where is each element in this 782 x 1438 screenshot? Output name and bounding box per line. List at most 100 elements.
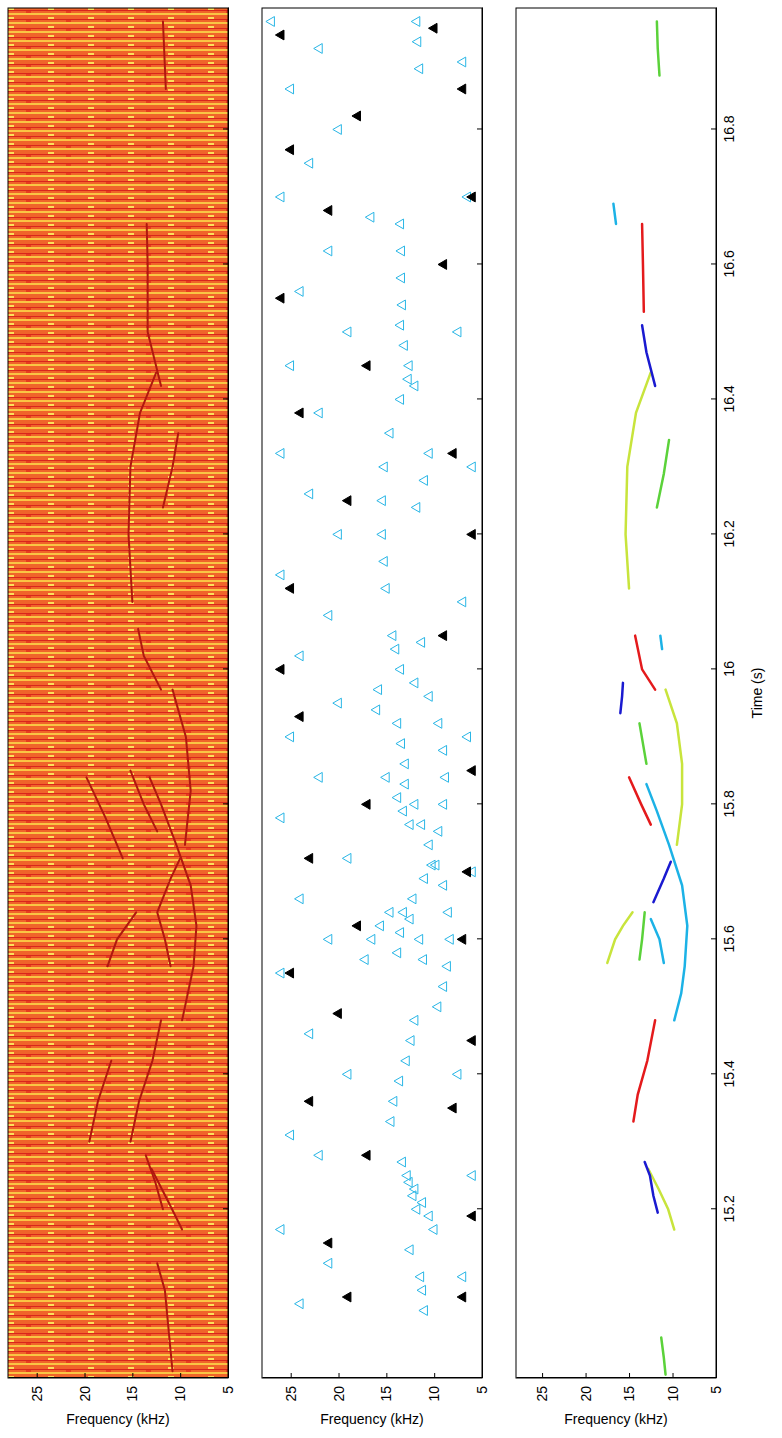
detection-marker bbox=[342, 1292, 351, 1302]
tick bbox=[223, 533, 228, 534]
detection-marker bbox=[295, 287, 304, 297]
detection-marker bbox=[462, 732, 471, 742]
tick-mark bbox=[223, 1073, 228, 1074]
axis-line bbox=[228, 8, 229, 1378]
detection-marker bbox=[362, 361, 371, 371]
detection-marker bbox=[304, 853, 313, 863]
tick: 10 bbox=[665, 1373, 681, 1402]
detection-marker bbox=[398, 806, 407, 816]
tick-mark bbox=[673, 1373, 674, 1378]
tick: 10 bbox=[172, 1373, 188, 1402]
y-axis: 510152025 bbox=[9, 1373, 236, 1402]
tick: 15 bbox=[124, 1373, 140, 1402]
detection-marker bbox=[285, 145, 294, 155]
detection-marker bbox=[452, 1069, 461, 1079]
tick-mark bbox=[477, 938, 482, 939]
tick-mark bbox=[434, 1373, 435, 1378]
detection-marker bbox=[440, 772, 449, 782]
x-tick-label: 16.2 bbox=[721, 520, 737, 547]
spectrogram-trace bbox=[163, 433, 178, 507]
tick-mark bbox=[477, 398, 482, 399]
tick: 16.4 bbox=[711, 385, 737, 412]
detection-marker bbox=[285, 1130, 294, 1140]
tick-mark bbox=[711, 938, 716, 939]
tick: 16.8 bbox=[711, 115, 737, 142]
spectrogram-trace bbox=[150, 777, 197, 1020]
detection-marker bbox=[377, 529, 386, 539]
detection-marker bbox=[442, 961, 451, 971]
tick-mark bbox=[223, 533, 228, 534]
spectrogram-trace bbox=[89, 1061, 111, 1142]
whistle-contour bbox=[633, 1020, 655, 1121]
detection-marker bbox=[427, 860, 436, 870]
tick-mark bbox=[223, 263, 228, 264]
x-tick-label: 15.8 bbox=[721, 790, 737, 817]
tick-mark bbox=[223, 128, 228, 129]
detection-marker bbox=[342, 1069, 351, 1079]
spectrogram-trace bbox=[157, 858, 180, 966]
detection-marker bbox=[385, 1117, 394, 1127]
tick-mark bbox=[386, 1373, 387, 1378]
tick bbox=[223, 263, 228, 264]
detection-marker bbox=[403, 374, 412, 384]
detection-marker bbox=[419, 874, 428, 884]
detection-marker bbox=[428, 1225, 437, 1235]
y-axis: 510152025 bbox=[263, 1373, 490, 1402]
detection-marker bbox=[411, 502, 420, 512]
detection-marker bbox=[467, 1171, 476, 1181]
detection-marker bbox=[438, 982, 447, 992]
detection-marker bbox=[457, 84, 466, 94]
axis-line bbox=[716, 8, 717, 1378]
detection-marker bbox=[333, 1009, 342, 1019]
spectrogram-trace bbox=[130, 771, 157, 832]
detection-marker bbox=[314, 1150, 323, 1160]
detection-marker bbox=[304, 158, 313, 168]
tick: 20 bbox=[331, 1373, 347, 1402]
detection-marker bbox=[467, 1036, 476, 1046]
tick-mark bbox=[223, 668, 228, 669]
tick-mark bbox=[223, 938, 228, 939]
x-tick-label: 16.6 bbox=[721, 250, 737, 277]
detection-series bbox=[266, 17, 475, 1316]
detection-marker bbox=[438, 631, 447, 641]
detection-marker bbox=[285, 968, 294, 978]
detection-marker bbox=[396, 246, 405, 256]
detection-marker bbox=[388, 1096, 397, 1106]
detection-marker bbox=[438, 880, 447, 890]
axis-line bbox=[517, 1377, 717, 1378]
tick bbox=[477, 263, 482, 264]
tick-mark bbox=[711, 398, 716, 399]
tick-mark bbox=[132, 1373, 133, 1378]
detection-marker bbox=[457, 1272, 466, 1282]
x-axis bbox=[477, 8, 483, 1378]
spectrogram-trace bbox=[163, 21, 166, 88]
tick-mark bbox=[477, 1208, 482, 1209]
detection-marker bbox=[432, 1002, 441, 1012]
spectrogram-trace bbox=[157, 1263, 172, 1371]
x-tick-label: 16.8 bbox=[721, 115, 737, 142]
detection-marker bbox=[438, 799, 447, 809]
detection-marker bbox=[342, 327, 351, 337]
detection-marker bbox=[379, 556, 388, 566]
whistle-contour bbox=[607, 912, 632, 963]
detection-marker bbox=[409, 1015, 418, 1025]
detection-marker bbox=[295, 651, 304, 661]
detection-marker bbox=[467, 1211, 476, 1221]
whistle-contour bbox=[657, 21, 660, 75]
tick-mark bbox=[223, 398, 228, 399]
detection-marker bbox=[467, 192, 476, 202]
detection-marker bbox=[275, 448, 284, 458]
spectrogram-trace bbox=[173, 690, 191, 845]
tick-mark bbox=[711, 128, 716, 129]
detection-marker bbox=[433, 718, 442, 728]
detection-marker bbox=[419, 475, 428, 485]
detection-marker bbox=[438, 260, 447, 270]
whistle-contour bbox=[645, 1162, 658, 1213]
detection-marker bbox=[418, 955, 427, 965]
detection-marker bbox=[416, 637, 425, 647]
detection-marker bbox=[395, 395, 404, 405]
detection-marker bbox=[342, 853, 351, 863]
whistle-contour bbox=[626, 372, 651, 588]
plot-frame bbox=[8, 8, 228, 1378]
tick bbox=[223, 803, 228, 804]
